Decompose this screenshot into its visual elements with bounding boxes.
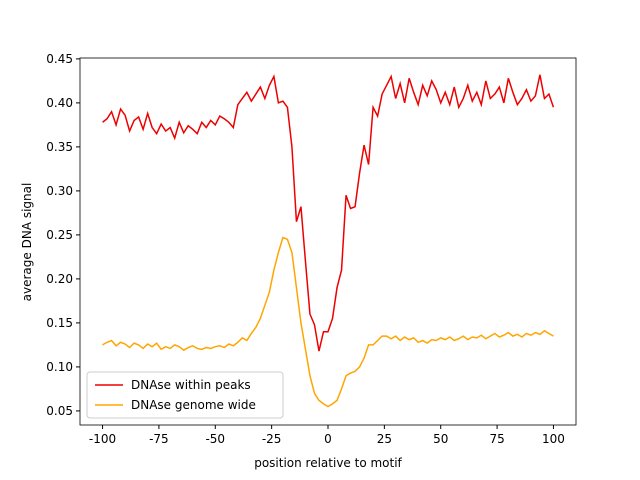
y-tick-label: 0.35 <box>46 140 73 154</box>
y-tick-label: 0.05 <box>46 404 73 418</box>
x-tick-label: 75 <box>489 432 504 446</box>
line-series <box>102 236 554 408</box>
y-tick-label: 0.45 <box>46 52 73 66</box>
x-tick-label: -75 <box>149 432 169 446</box>
line-series <box>102 74 555 352</box>
x-axis-label: position relative to motif <box>254 456 402 470</box>
legend-box <box>86 371 284 419</box>
x-tick-label: 0 <box>324 432 332 446</box>
x-tick-label: 25 <box>377 432 392 446</box>
x-tick-label: -50 <box>205 432 225 446</box>
y-tick-label: 0.25 <box>46 228 73 242</box>
x-tick-label: -25 <box>262 432 282 446</box>
x-tick-label: 100 <box>542 432 565 446</box>
legend-label: DNAse genome wide <box>131 398 256 412</box>
x-tick-label: 50 <box>433 432 448 446</box>
x-tick-label: -100 <box>89 432 116 446</box>
y-tick-label: 0.15 <box>46 316 73 330</box>
y-tick-label: 0.30 <box>46 184 73 198</box>
y-axis-label: average DNA signal <box>20 183 34 302</box>
y-tick-label: 0.40 <box>46 96 73 110</box>
y-tick-label: 0.10 <box>46 360 73 374</box>
axes-frame <box>79 57 577 426</box>
y-tick-label: 0.20 <box>46 272 73 286</box>
legend-label: DNAse within peaks <box>131 378 251 392</box>
